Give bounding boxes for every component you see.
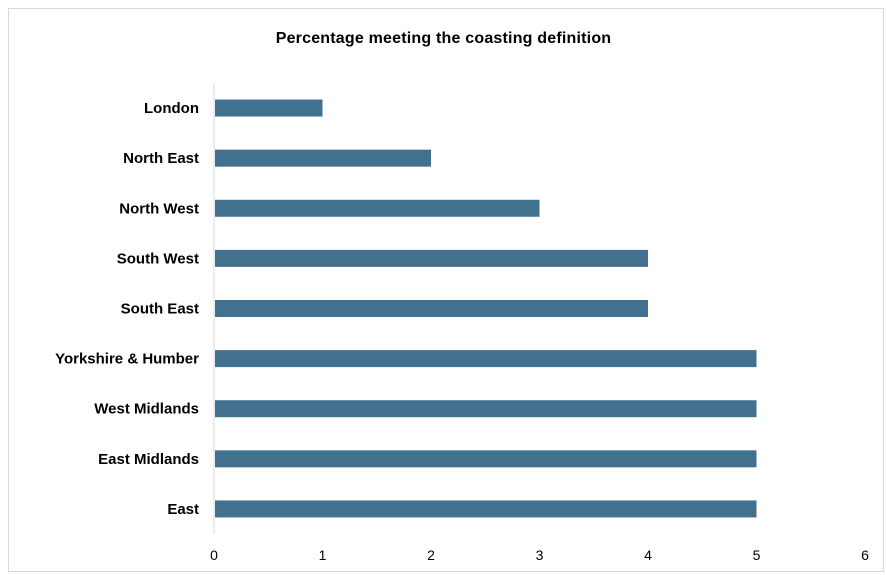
bar-north-west: [215, 199, 540, 217]
bar-east-midlands: [215, 450, 757, 468]
bars-group: [215, 99, 757, 518]
bar-south-east: [215, 300, 648, 317]
bar-east: [215, 500, 757, 518]
category-label: South East: [121, 301, 199, 318]
x-tick-label: 4: [644, 547, 652, 563]
x-tick-label: 6: [861, 547, 869, 563]
category-label: Yorkshire & Humber: [55, 351, 199, 368]
category-label: London: [144, 100, 199, 117]
x-tick-label: 0: [210, 547, 218, 563]
x-tick-label: 5: [753, 547, 761, 563]
bar-yorkshire-humber: [215, 350, 757, 368]
bar-west-midlands: [215, 400, 757, 418]
x-tick-label: 3: [536, 547, 544, 563]
category-label: East: [167, 501, 199, 518]
bar-north-east: [215, 149, 431, 167]
chart-title: Percentage meeting the coasting definiti…: [275, 30, 612, 47]
category-label: South West: [117, 250, 199, 267]
bar-london: [215, 99, 323, 117]
category-label: East Midlands: [98, 451, 199, 468]
category-label: West Midlands: [94, 401, 199, 418]
bar-south-west: [215, 249, 648, 267]
category-labels: London North East North West South West Sout…: [55, 100, 199, 518]
x-tick-label: 2: [427, 547, 435, 563]
category-label: North West: [119, 200, 199, 217]
chart-frame: [8, 8, 884, 572]
category-label: North East: [123, 150, 199, 167]
x-tick-label: 1: [319, 547, 327, 563]
x-axis-ticks: 0 1 2 3 4 5 6: [210, 547, 869, 563]
